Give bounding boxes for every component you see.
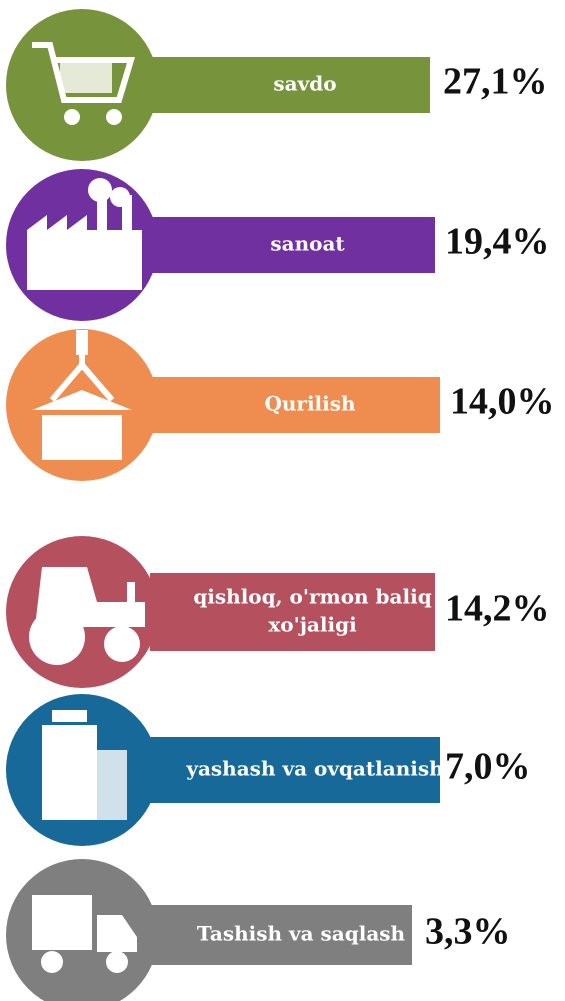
category-icon xyxy=(42,710,127,820)
category-label: yashash va ovqatlanish xyxy=(185,757,444,781)
category-bar xyxy=(140,377,440,433)
category-label: xo'jaligi xyxy=(268,613,357,637)
category-bar xyxy=(140,217,435,273)
category-icon xyxy=(32,42,136,125)
category-icon xyxy=(27,178,142,290)
category-icon xyxy=(32,895,137,973)
category-label: Tashish va saqlash xyxy=(197,922,406,946)
category-bar xyxy=(150,737,440,803)
category-value: 19,4% xyxy=(445,221,550,263)
category-icon xyxy=(29,567,145,665)
category-bar xyxy=(140,57,430,113)
category-value: 3,3% xyxy=(425,911,511,953)
category-label: savdo xyxy=(273,72,336,96)
category-label: Qurilish xyxy=(264,392,356,416)
category-bar xyxy=(150,573,435,651)
category-icon xyxy=(32,330,132,460)
category-label: qishloq, o'rmon baliq xyxy=(193,585,431,609)
category-value: 27,1% xyxy=(443,61,548,103)
category-value: 7,0% xyxy=(445,746,531,788)
category-bar xyxy=(150,905,412,965)
category-value: 14,2% xyxy=(445,588,550,630)
category-value: 14,0% xyxy=(450,381,555,423)
category-label: sanoat xyxy=(270,232,345,256)
